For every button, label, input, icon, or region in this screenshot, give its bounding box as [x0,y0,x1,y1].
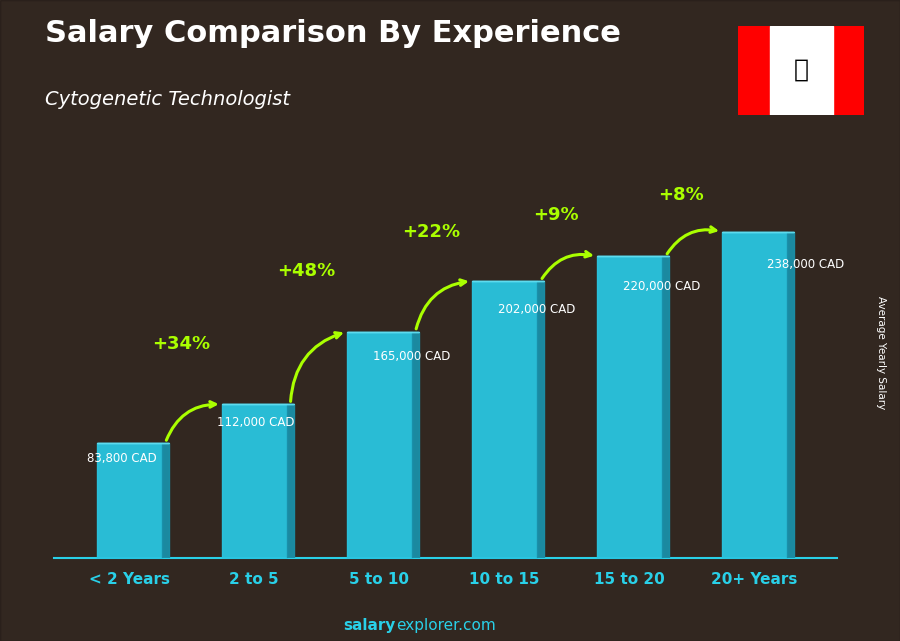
Polygon shape [787,231,795,558]
Text: +48%: +48% [277,262,335,280]
Text: +8%: +8% [659,186,704,204]
Polygon shape [286,404,294,558]
Text: 238,000 CAD: 238,000 CAD [767,258,844,271]
Text: 220,000 CAD: 220,000 CAD [623,280,700,294]
Text: explorer.com: explorer.com [396,619,496,633]
Text: 🍁: 🍁 [794,58,808,81]
Bar [738,26,770,115]
Text: Cytogenetic Technologist: Cytogenetic Technologist [45,90,290,109]
Text: Average Yearly Salary: Average Yearly Salary [877,296,886,409]
Text: 83,800 CAD: 83,800 CAD [86,452,157,465]
Text: salary: salary [344,619,396,633]
Polygon shape [162,443,169,558]
Text: 112,000 CAD: 112,000 CAD [217,417,294,429]
Text: +22%: +22% [402,223,460,241]
Polygon shape [536,281,544,558]
Bar [832,26,864,115]
Text: Salary Comparison By Experience: Salary Comparison By Experience [45,19,621,48]
Polygon shape [411,331,419,558]
Text: +34%: +34% [152,335,210,353]
Bar [770,26,832,115]
Text: 165,000 CAD: 165,000 CAD [373,349,450,363]
Text: +9%: +9% [534,206,579,224]
Text: 202,000 CAD: 202,000 CAD [498,303,575,316]
Polygon shape [662,256,670,558]
